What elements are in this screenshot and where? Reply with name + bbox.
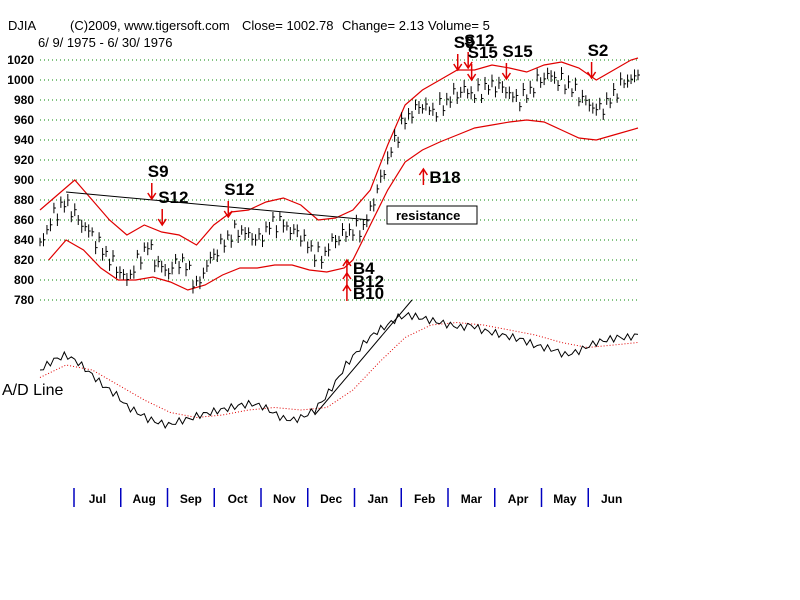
signal-label: S15 <box>468 43 498 62</box>
signal-label: B18 <box>429 168 460 187</box>
signal-label: B10 <box>353 284 384 303</box>
y-tick-label: 780 <box>14 293 34 307</box>
sell-arrowhead <box>501 72 512 81</box>
y-tick-label: 940 <box>14 133 34 147</box>
signal-label: S15 <box>502 42 532 61</box>
sell-arrowhead <box>157 218 167 227</box>
buy-arrowhead <box>342 271 352 280</box>
signal-label: B4 <box>353 259 375 278</box>
signal-label: S9 <box>148 162 169 181</box>
y-tick-label: 980 <box>14 93 34 107</box>
month-label: Jan <box>368 492 389 506</box>
month-label: Oct <box>228 492 248 506</box>
month-label: Jun <box>601 492 622 506</box>
ad-line <box>39 311 639 429</box>
y-tick-label: 1000 <box>7 73 34 87</box>
resistance-annotation: resistance <box>386 205 478 225</box>
y-tick-label: 900 <box>14 173 34 187</box>
copyright-label: (C)2009, www.tigersoft.com <box>70 18 230 33</box>
y-tick-label: 1020 <box>7 53 34 67</box>
price-grid <box>40 59 638 301</box>
price-bars <box>39 67 640 294</box>
month-label: May <box>553 492 577 506</box>
ad-moving-average <box>39 321 639 419</box>
upper-band <box>39 57 639 246</box>
sell-arrowhead <box>223 210 233 219</box>
sell-arrowhead <box>586 71 597 80</box>
signal-label: S12 <box>224 180 254 199</box>
month-label: Nov <box>273 492 296 506</box>
month-label: Mar <box>461 492 483 506</box>
price-axis: 780 800 820 840 860 880 900 920 940 960 980 1000 102… <box>7 53 34 307</box>
y-tick-label: 880 <box>14 193 34 207</box>
buy-arrowhead <box>418 167 429 176</box>
y-tick-label: 920 <box>14 153 34 167</box>
ad-line-panel <box>39 299 639 429</box>
signal-label: S2 <box>588 41 609 60</box>
y-tick-label: 840 <box>14 233 34 247</box>
bands <box>39 57 639 291</box>
close-label: Close= 1002.78 <box>242 18 333 33</box>
month-label: Apr <box>508 492 529 506</box>
month-label: Feb <box>414 492 435 506</box>
signal-label: S12 <box>464 31 494 50</box>
month-label: Aug <box>132 492 155 506</box>
buy-arrowhead <box>342 258 352 267</box>
resistance-trendline <box>66 191 371 221</box>
signal-label: B12 <box>353 272 384 291</box>
y-tick-label: 860 <box>14 213 34 227</box>
sell-arrowhead <box>463 61 473 70</box>
y-tick-label: 800 <box>14 273 34 287</box>
change-label: Change= 2.13 <box>342 18 424 33</box>
month-label: Jul <box>89 492 106 506</box>
resistance-box <box>386 205 478 225</box>
resistance-label: resistance <box>396 208 460 223</box>
ad-trendline <box>314 299 413 416</box>
y-tick-label: 820 <box>14 253 34 267</box>
lower-band <box>48 119 639 291</box>
date-range-label: 6/ 9/ 1975 - 6/ 30/ 1976 <box>38 35 172 50</box>
sell-arrowhead <box>453 63 463 72</box>
sell-arrowhead <box>467 73 477 82</box>
buy-arrowhead <box>342 283 352 292</box>
month-label: Dec <box>320 492 342 506</box>
trendlines <box>66 191 371 221</box>
month-label: Sep <box>180 492 202 506</box>
y-tick-label: 960 <box>14 113 34 127</box>
symbol-label: DJIA <box>8 18 37 33</box>
signal-label: S9 <box>454 33 475 52</box>
ad-line-label: A/D Line <box>2 382 63 399</box>
volume-label: Volume= 5 <box>428 18 490 33</box>
signal-label: S12 <box>158 188 188 207</box>
sell-arrowhead <box>147 192 157 201</box>
month-axis: Jul Aug Sep Oct Nov Dec Jan Feb Mar Apr May Jun <box>73 488 622 507</box>
